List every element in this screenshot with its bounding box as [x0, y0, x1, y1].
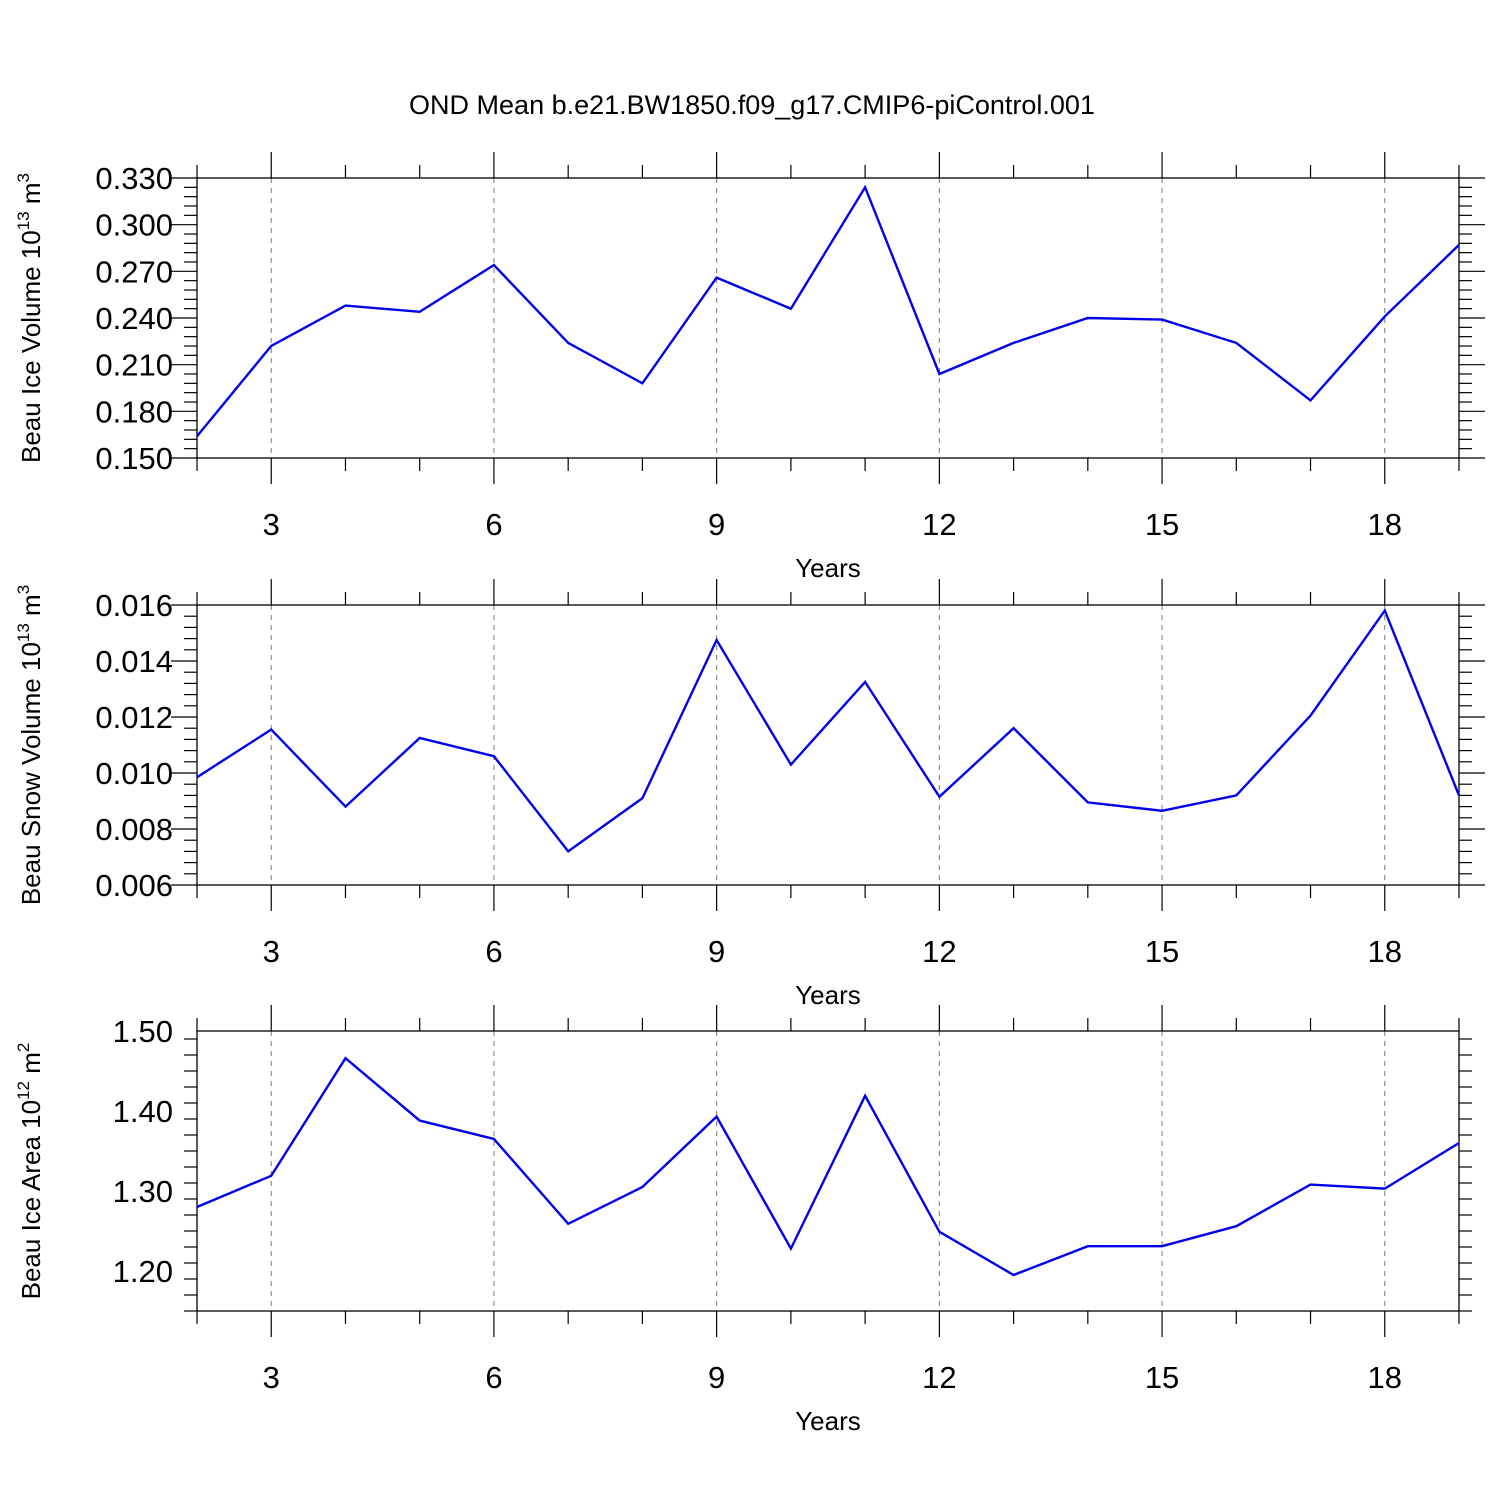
x-tick-label: 12 [922, 507, 956, 542]
series-line [196, 608, 1461, 854]
y-tick-label: 0.180 [95, 394, 173, 429]
x-axis-label: Years [795, 553, 861, 583]
x-tick-label: 18 [1368, 1360, 1402, 1395]
y-tick-label: 0.016 [95, 588, 173, 623]
y-tick-label: 1.40 [113, 1094, 173, 1129]
x-tick-label: 15 [1145, 934, 1179, 969]
y-axis-label-unit-exponent: 2 [14, 1043, 33, 1052]
x-tick-label: 6 [485, 1360, 502, 1395]
x-axis-label: Years [795, 1406, 861, 1436]
panel-3: 1.20 1.30 1.40 1.50 3 6 9 12 15 18 Years Beau Ice A… [14, 1005, 1472, 1436]
y-axis-label-exponent: 13 [14, 623, 33, 642]
chart-title: OND Mean b.e21.BW1850.f09_g17.CMIP6-piCo… [409, 90, 1095, 120]
x-tick-label: 3 [263, 1360, 280, 1395]
y-axis-label: Beau Snow Volume 1013 m3 [14, 585, 46, 905]
y-axis-label-unit: m [16, 182, 46, 211]
y-axis-label-unit-exponent: 3 [14, 585, 33, 594]
y-tick-label: 0.010 [95, 756, 173, 791]
y-tick-label: 1.50 [113, 1014, 173, 1049]
plot-frame [196, 177, 1460, 459]
y-axis-label-unit-exponent: 3 [14, 173, 33, 182]
y-tick-label: 0.300 [95, 208, 173, 243]
y-axis-label-text: Beau Snow Volume 10 [16, 642, 46, 905]
plot-frame [196, 604, 1460, 886]
x-tick-label: 12 [922, 934, 956, 969]
y-tick-label: 0.210 [95, 348, 173, 383]
x-tick-label: 12 [922, 1360, 956, 1395]
y-axis-label-unit: m [16, 1052, 46, 1081]
y-axis-label-exponent: 13 [14, 211, 33, 230]
x-tick-label: 18 [1368, 934, 1402, 969]
x-tick-label: 6 [485, 934, 502, 969]
y-axis-label-text: Beau Ice Area 10 [16, 1100, 46, 1299]
y-tick-label: 0.150 [95, 441, 173, 476]
y-tick-label: 0.270 [95, 254, 173, 289]
panel-1: 0.150 0.180 0.210 0.240 0.270 0.300 0.330 3 6 9 12… [14, 152, 1485, 583]
y-tick-label: 0.330 [95, 161, 173, 196]
x-tick-label: 9 [708, 1360, 725, 1395]
y-tick-label: 0.008 [95, 812, 173, 847]
series-line [196, 1056, 1460, 1277]
plot-frame [196, 1030, 1460, 1312]
x-tick-label: 9 [708, 507, 725, 542]
x-tick-label: 15 [1145, 507, 1179, 542]
x-axis-label: Years [795, 980, 861, 1010]
y-axis-label: Beau Ice Area 1012 m2 [14, 1043, 46, 1300]
y-tick-label: 1.30 [113, 1174, 173, 1209]
y-axis-label: Beau Ice Volume 1013 m3 [14, 173, 46, 463]
x-tick-label: 9 [708, 934, 725, 969]
y-tick-label: 0.240 [95, 301, 173, 336]
x-tick-label: 6 [485, 507, 502, 542]
y-tick-label: 0.006 [95, 868, 173, 903]
y-axis-label-text: Beau Ice Volume 10 [16, 230, 46, 463]
panel-2: 0.006 0.008 0.010 0.012 0.014 0.016 3 6 9 12 15 18 Y… [14, 579, 1485, 1010]
x-tick-label: 3 [263, 507, 280, 542]
y-tick-label: 1.20 [113, 1254, 173, 1289]
y-axis-label-exponent: 12 [14, 1081, 33, 1100]
series-line [196, 184, 1460, 437]
y-tick-label: 0.012 [95, 700, 173, 735]
y-tick-label: 0.014 [95, 644, 173, 679]
y-axis-label-unit: m [16, 594, 46, 623]
x-tick-label: 15 [1145, 1360, 1179, 1395]
x-tick-label: 18 [1368, 507, 1402, 542]
x-tick-label: 3 [263, 934, 280, 969]
